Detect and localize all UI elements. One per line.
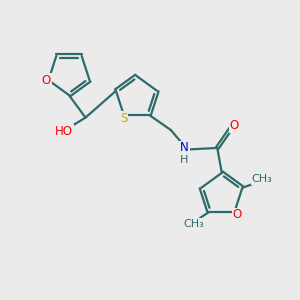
Text: O: O: [233, 208, 242, 221]
Text: O: O: [41, 74, 51, 87]
Text: H: H: [180, 155, 188, 165]
Text: HO: HO: [55, 124, 73, 138]
Text: CH₃: CH₃: [251, 174, 272, 184]
Text: S: S: [120, 112, 127, 125]
Text: N: N: [180, 142, 189, 154]
Text: O: O: [230, 119, 239, 132]
Text: CH₃: CH₃: [184, 219, 205, 229]
